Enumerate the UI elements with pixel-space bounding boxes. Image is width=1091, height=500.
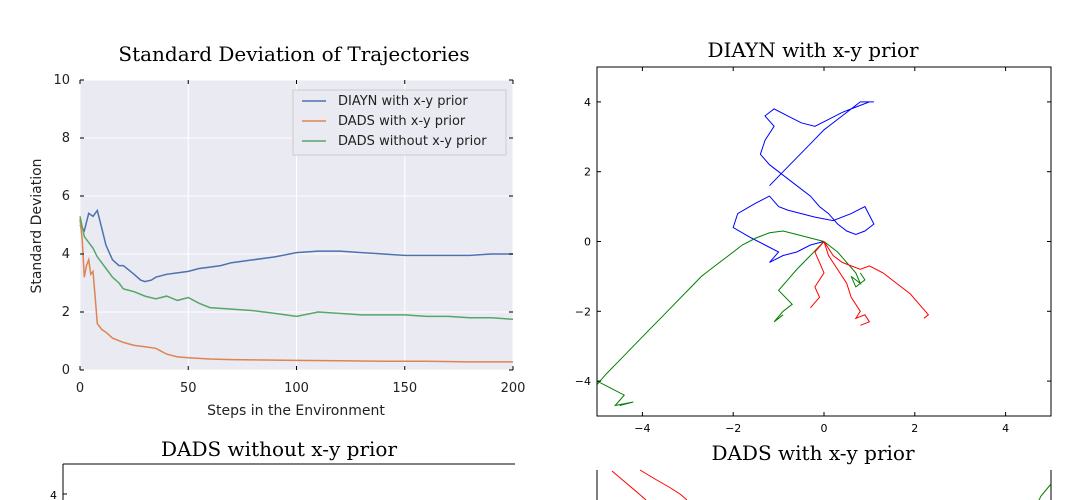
y-tick-label: 4 [584,96,591,109]
trajectory-fragment [639,469,688,500]
std-dev-chart-title: Standard Deviation of Trajectories [118,42,469,66]
legend-entry: DADS with x-y prior [338,114,466,129]
x-tick-label: 200 [501,381,526,396]
trajectory-line [810,241,930,326]
x-tick-label: 0 [821,422,828,435]
dads-without-prior-chart: DADS without x-y prior 4 [50,437,515,500]
y-tick-label: 2 [62,305,70,320]
trajectory-fragment [1038,483,1052,500]
y-tick-label: 10 [53,73,70,88]
x-tick-label: 50 [180,381,197,396]
x-tick-label: 100 [284,381,309,396]
x-tick-label: −4 [634,422,650,435]
series-line [79,219,513,363]
diayn-ticks: −4 −2 0 2 4 −4 −2 0 2 4 [575,67,1051,435]
legend-entry: DIAYN with x-y prior [338,94,468,109]
y-tick-label: 0 [62,363,70,378]
std-dev-y-axis-label: Standard Deviation [29,158,45,293]
diayn-chart-title: DIAYN with x-y prior [707,38,919,62]
trajectory-line [597,230,866,407]
series-line [79,208,513,283]
x-tick-label: 2 [911,422,918,435]
dads-without-prior-title: DADS without x-y prior [161,437,397,461]
std-dev-ticks: 0 50 100 150 200 0 2 4 6 8 10 [53,73,525,396]
y-tick-label: 6 [62,189,70,204]
std-dev-x-axis-label: Steps in the Environment [207,403,385,419]
y-tick-label: −2 [575,305,591,318]
legend-frame [292,89,507,156]
std-dev-legend: DIAYN with x-y prior DADS with x-y prior D… [292,89,507,156]
x-tick-label: −2 [725,422,741,435]
y-tick-label: −4 [575,375,591,388]
diayn-trajectory-chart: DIAYN with x-y prior −4 −2 0 2 4 −4 −2 0 2 4 [575,38,1052,435]
trajectory-line [732,101,875,263]
tick-label: 4 [50,489,57,500]
dads-with-prior-title: DADS with x-y prior [711,441,915,465]
std-dev-chart: Standard Deviation of Trajectories 0 50 10… [29,42,525,419]
y-tick-label: 0 [584,236,591,249]
std-dev-series [79,208,514,363]
x-tick-label: 0 [76,381,84,396]
y-tick-label: 2 [584,166,591,179]
x-tick-label: 150 [392,381,417,396]
diayn-trajectories [597,101,930,407]
legend-entry: DADS without x-y prior [338,134,487,149]
series-line [79,216,514,321]
y-tick-label: 8 [62,131,70,146]
dads-with-prior-chart: DADS with x-y prior [596,441,1052,500]
trajectory-fragment [611,470,647,500]
x-tick-label: 4 [1002,422,1009,435]
y-tick-label: 4 [62,247,70,262]
